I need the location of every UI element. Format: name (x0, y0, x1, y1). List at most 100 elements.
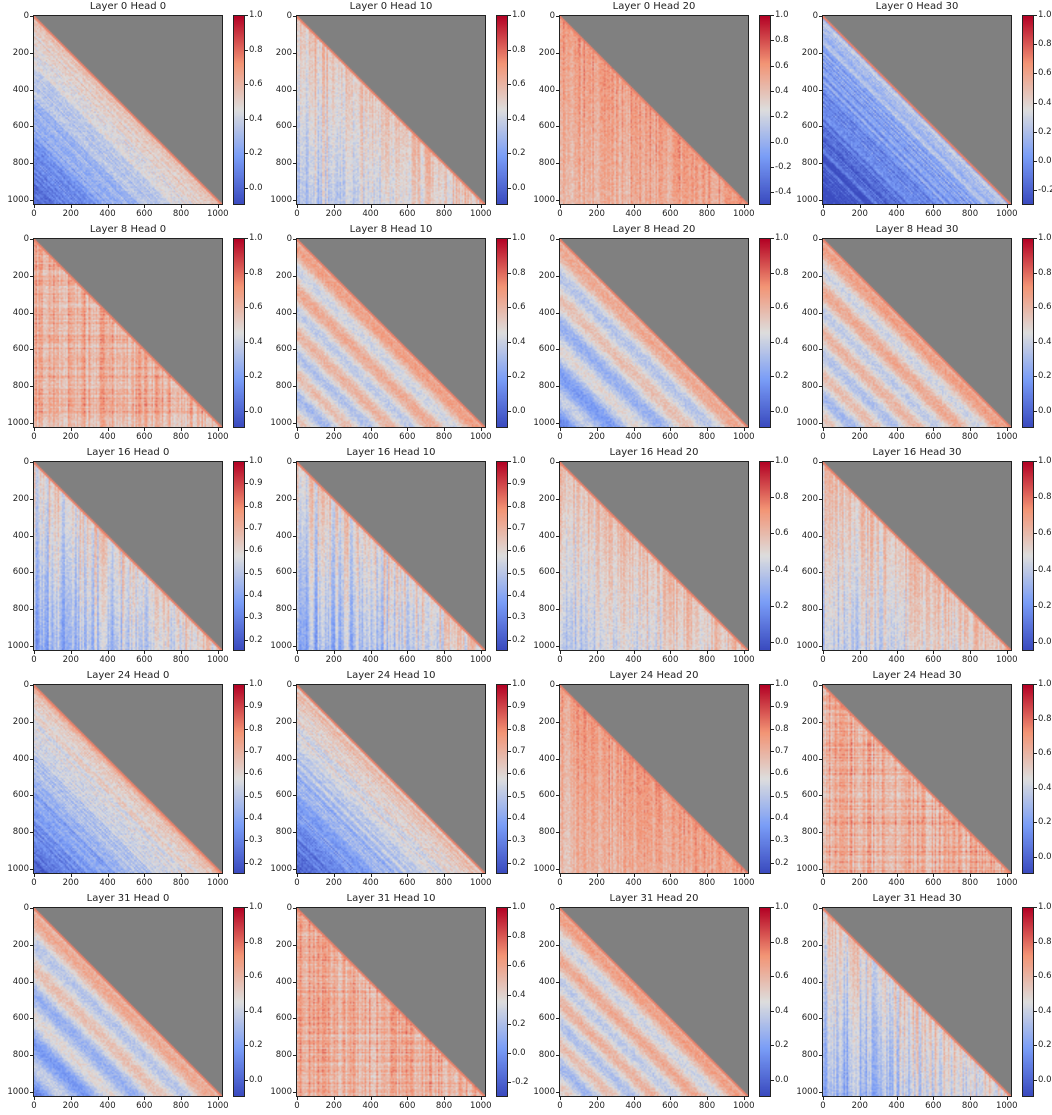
y-tick-label: 0 (549, 457, 555, 467)
y-tick-label: 600 (12, 567, 29, 578)
colorbar-tick-mark (771, 192, 774, 194)
colorbar-tick-mark (508, 483, 511, 485)
colorbar-tick-mark (771, 307, 774, 309)
y-tick-mark (819, 572, 822, 574)
colorbar-gradient (760, 908, 770, 1096)
y-tick-label: 400 (538, 84, 555, 95)
heatmap-canvas (34, 462, 222, 650)
y-tick-mark (819, 645, 822, 647)
colorbar-tick-label: 0.4 (249, 113, 263, 124)
y-tick-mark (556, 572, 559, 574)
colorbar-gradient (497, 16, 507, 204)
y-tick-label: 200 (801, 270, 818, 281)
y-tick-mark (30, 1018, 33, 1020)
x-tick-label: 0 (820, 209, 826, 219)
y-tick-label: 600 (801, 121, 818, 132)
colorbar-tick-mark (1034, 753, 1037, 755)
x-tick-label: 400 (625, 655, 642, 665)
colorbar-tick-label: 0.0 (1038, 405, 1052, 416)
y-tick-mark (556, 89, 559, 91)
x-tick-mark (217, 428, 219, 431)
y-tick-mark (819, 16, 822, 17)
y-tick-mark (30, 52, 33, 54)
y-tick-mark (819, 795, 822, 797)
colorbar-gradient (234, 239, 244, 427)
y-tick-mark (293, 275, 296, 277)
heatmap-panel: Layer 0 Head 30 0 200 400 600 800 1000 0 200 400 6… (789, 0, 1052, 223)
y-tick-mark (556, 1091, 559, 1093)
colorbar-tick-label: 0.8 (249, 723, 263, 734)
colorbar-tick-label: 0.2 (1038, 126, 1052, 137)
x-tick-label: 400 (362, 1101, 379, 1111)
x-tick-label: 800 (698, 209, 716, 219)
colorbar (759, 461, 771, 651)
x-tick-label: 800 (961, 209, 979, 219)
heatmap-canvas (823, 685, 1011, 873)
colorbar-tick-mark (508, 505, 511, 507)
y-tick-mark (819, 126, 822, 128)
y-tick-label: 0 (23, 234, 29, 244)
x-tick-mark (670, 1097, 672, 1100)
colorbar-tick-label: 1.0 (249, 456, 263, 466)
colorbar-tick-mark (508, 751, 511, 753)
colorbar (1022, 15, 1034, 205)
colorbar-tick-mark (1034, 190, 1037, 192)
colorbar-tick-label: 0.4 (775, 86, 789, 96)
colorbar-tick-label: 0.8 (512, 267, 526, 278)
x-tick-mark (370, 205, 372, 208)
colorbar-tick-mark (245, 528, 248, 530)
y-tick-mark (293, 349, 296, 351)
x-tick-mark (560, 205, 561, 208)
heatmap-canvas (297, 908, 485, 1096)
y-tick-mark (819, 312, 822, 314)
colorbar-tick-label: 0.6 (1038, 302, 1052, 313)
colorbar-tick-label: 1.0 (1038, 902, 1052, 912)
y-tick-mark (30, 386, 33, 388)
x-tick-mark (859, 205, 861, 208)
colorbar-tick-mark (771, 533, 774, 535)
colorbar-tick-mark (771, 341, 774, 343)
y-tick-mark (30, 239, 33, 240)
y-tick-mark (293, 721, 296, 723)
y-tick-label: 400 (275, 530, 292, 541)
y-tick-label: 1000 (533, 194, 555, 205)
attention-heatmap (822, 15, 1012, 205)
y-tick-mark (556, 868, 559, 870)
x-tick-mark (34, 651, 35, 654)
colorbar (496, 15, 508, 205)
x-tick-label: 200 (325, 655, 342, 665)
y-tick-label: 200 (12, 716, 29, 727)
y-tick-mark (556, 498, 559, 500)
x-tick-label: 400 (888, 432, 905, 442)
panel-title: Layer 24 Head 30 (872, 670, 962, 681)
y-tick-mark (556, 422, 559, 424)
y-tick-label: 400 (275, 307, 292, 318)
y-tick-mark (556, 645, 559, 647)
x-tick-mark (1006, 428, 1008, 431)
y-tick-label: 800 (538, 604, 555, 615)
colorbar-tick-mark (245, 118, 248, 120)
colorbar-tick-label: 0.2 (775, 600, 789, 611)
colorbar-tick-label: 0.3 (775, 835, 789, 846)
colorbar-tick-label: 0.0 (1038, 851, 1052, 862)
colorbar-tick-mark (508, 238, 511, 239)
y-tick-mark (293, 498, 296, 500)
x-tick-label: 0 (557, 655, 563, 665)
colorbar (1022, 238, 1034, 428)
y-tick-mark (556, 609, 559, 611)
panel-title: Layer 16 Head 0 (86, 447, 170, 458)
y-tick-mark (819, 199, 822, 201)
colorbar-tick-label: 0.4 (512, 813, 526, 824)
colorbar-tick-mark (771, 376, 774, 378)
colorbar-tick-label: 0.6 (512, 960, 526, 971)
y-tick-mark (293, 868, 296, 870)
y-tick-label: 600 (12, 790, 29, 801)
y-tick-mark (293, 163, 296, 165)
x-tick-label: 600 (925, 209, 942, 219)
colorbar-tick-mark (245, 572, 248, 574)
colorbar-tick-mark (245, 1079, 248, 1081)
y-tick-label: 800 (12, 1050, 29, 1061)
y-tick-mark (556, 349, 559, 351)
colorbar-tick-mark (245, 376, 248, 378)
colorbar-tick-label: 0.4 (249, 813, 263, 824)
